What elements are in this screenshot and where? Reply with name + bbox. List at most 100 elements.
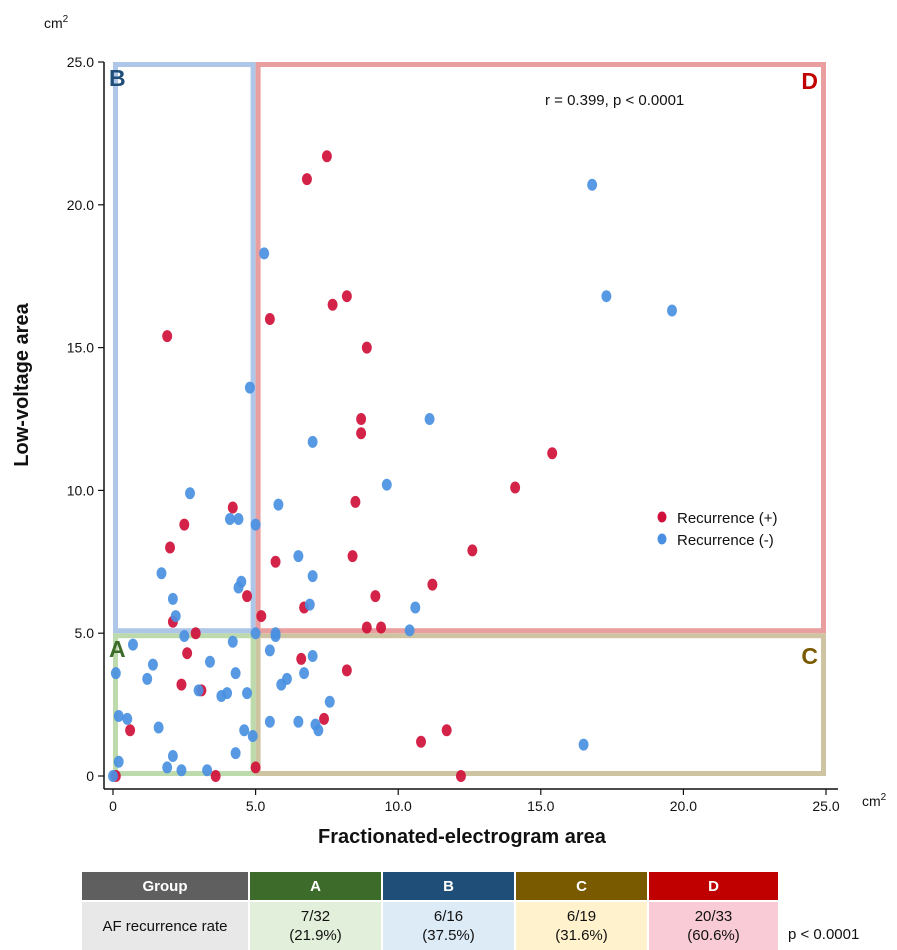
region-box-C xyxy=(255,633,827,777)
point-recurrence-positive xyxy=(296,652,307,665)
point-recurrence-positive xyxy=(416,735,427,748)
y-axis-label: Low-voltage area xyxy=(11,302,33,466)
cell-group-D: 20/33 (60.6%) xyxy=(648,900,780,950)
point-recurrence-negative xyxy=(122,712,133,725)
point-recurrence-positive xyxy=(162,330,173,343)
region-label-B: B xyxy=(109,65,126,91)
point-recurrence-negative xyxy=(264,644,275,657)
point-recurrence-positive xyxy=(319,712,330,725)
point-recurrence-positive xyxy=(125,724,136,737)
annotation-correlation: r = 0.399, p < 0.0001 xyxy=(545,92,684,109)
point-recurrence-negative xyxy=(153,721,164,734)
point-recurrence-negative xyxy=(299,667,310,680)
point-recurrence-positive xyxy=(270,555,281,568)
y-tick-label: 20.0 xyxy=(67,197,94,213)
point-recurrence-positive xyxy=(250,761,261,774)
point-recurrence-positive xyxy=(190,627,201,640)
point-recurrence-positive xyxy=(256,610,267,623)
scatter-chart: 00 5.0 5.0 10.0 10.0 15.0 15.0 20.0 20.0 25.0 25.0… xyxy=(11,14,887,848)
point-recurrence-negative xyxy=(293,715,304,728)
point-recurrence-positive xyxy=(455,770,466,782)
point-recurrence-negative xyxy=(239,724,250,737)
point-recurrence-negative xyxy=(108,770,118,782)
point-recurrence-positive xyxy=(341,290,352,303)
cell-group-B: 6/16 (37.5%) xyxy=(382,900,516,950)
point-recurrence-negative xyxy=(179,630,190,643)
y-tick-label: 5.0 xyxy=(75,625,95,641)
data-points xyxy=(108,150,677,782)
point-recurrence-positive xyxy=(467,544,478,557)
point-recurrence-positive xyxy=(361,341,372,354)
table-p-value: p < 0.0001 xyxy=(788,926,860,943)
point-recurrence-negative xyxy=(264,715,275,728)
legend-label-recurrence-negative: Recurrence (-) xyxy=(677,532,774,549)
point-recurrence-negative xyxy=(307,570,318,583)
point-recurrence-negative xyxy=(601,290,612,303)
point-recurrence-negative xyxy=(273,498,284,511)
point-recurrence-negative xyxy=(244,381,255,394)
point-recurrence-negative xyxy=(227,635,238,648)
point-recurrence-negative xyxy=(424,413,435,425)
legend-marker-recurrence-positive xyxy=(657,511,667,523)
point-recurrence-positive xyxy=(350,495,361,508)
point-recurrence-negative xyxy=(185,487,196,500)
header-group-C: C xyxy=(515,872,649,901)
point-recurrence-negative xyxy=(162,761,173,774)
point-recurrence-negative xyxy=(204,655,215,668)
point-recurrence-negative xyxy=(142,672,153,685)
point-recurrence-negative xyxy=(304,598,315,611)
point-recurrence-positive xyxy=(427,578,438,591)
point-recurrence-negative xyxy=(113,710,124,723)
point-recurrence-positive xyxy=(370,590,381,603)
point-recurrence-negative xyxy=(113,755,124,768)
group-regions xyxy=(113,62,827,777)
legend-marker-recurrence-negative xyxy=(657,533,667,545)
axes: 00 5.0 5.0 10.0 10.0 15.0 15.0 20.0 20.0 25.0 25.0 xyxy=(67,54,840,814)
region-label-C: C xyxy=(801,643,818,669)
point-recurrence-positive xyxy=(321,150,332,163)
x-tick-label: 0 xyxy=(109,798,117,814)
point-recurrence-negative xyxy=(247,730,258,743)
point-recurrence-negative xyxy=(236,575,247,588)
y-tick-label: 25.0 xyxy=(67,54,94,70)
point-recurrence-positive xyxy=(510,481,521,494)
x-axis-unit: cm2 xyxy=(862,792,887,809)
header-group: Group xyxy=(82,872,250,901)
header-group-A: A xyxy=(249,872,383,901)
y-tick-label: 10.0 xyxy=(67,482,94,498)
point-recurrence-negative xyxy=(404,624,415,637)
legend: Recurrence (+) Recurrence (-) xyxy=(657,510,777,549)
point-recurrence-negative xyxy=(224,512,235,525)
point-recurrence-negative xyxy=(307,650,318,663)
point-recurrence-negative xyxy=(666,304,677,317)
point-recurrence-positive xyxy=(179,518,190,531)
point-recurrence-positive xyxy=(441,724,452,737)
point-recurrence-negative xyxy=(110,667,121,680)
cell-group-C: 6/19 (31.6%) xyxy=(515,900,649,950)
x-tick-label: 10.0 xyxy=(385,798,412,814)
point-recurrence-negative xyxy=(167,750,178,763)
point-recurrence-negative xyxy=(259,247,270,260)
x-tick-label: 5.0 xyxy=(246,798,266,814)
region-label-D: D xyxy=(801,68,818,94)
point-recurrence-positive xyxy=(242,590,253,603)
point-recurrence-negative xyxy=(250,627,261,640)
point-recurrence-positive xyxy=(182,647,193,660)
point-recurrence-positive xyxy=(347,550,358,563)
point-recurrence-negative xyxy=(147,658,158,671)
header-group-B: B xyxy=(382,872,516,901)
point-recurrence-negative xyxy=(127,638,138,651)
region-box-D xyxy=(255,62,827,634)
point-recurrence-negative xyxy=(410,601,421,614)
point-recurrence-positive xyxy=(356,427,367,440)
point-recurrence-positive xyxy=(264,313,275,326)
y-tick-label: 15.0 xyxy=(67,340,94,356)
point-recurrence-negative xyxy=(233,512,244,525)
cell-group-A: 7/32 (21.9%) xyxy=(249,900,383,950)
point-recurrence-negative xyxy=(281,672,292,685)
point-recurrence-positive xyxy=(176,678,187,691)
point-recurrence-negative xyxy=(176,764,187,777)
point-recurrence-negative xyxy=(170,610,181,623)
point-recurrence-negative xyxy=(250,518,261,531)
point-recurrence-positive xyxy=(301,173,312,186)
